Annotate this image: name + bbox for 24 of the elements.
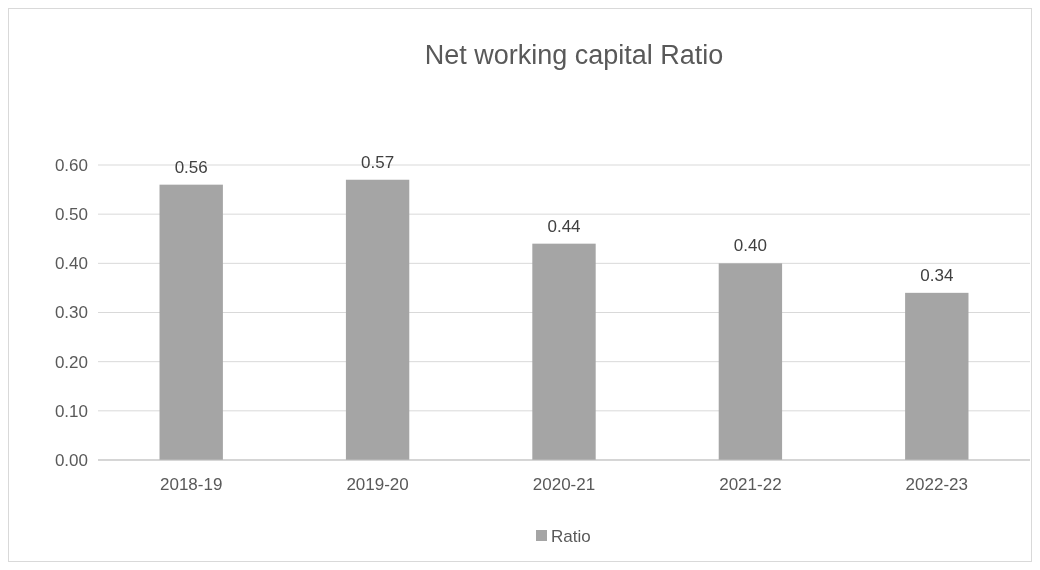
y-tick-label: 0.10 bbox=[54, 401, 88, 421]
y-tick-label: 0.60 bbox=[54, 155, 88, 175]
x-tick-label: 2018-19 bbox=[160, 475, 223, 494]
y-tick-label: 0.20 bbox=[54, 352, 88, 372]
bar bbox=[905, 292, 969, 460]
data-label: 0.56 bbox=[174, 157, 208, 177]
x-tick-label: 2019-20 bbox=[346, 475, 409, 494]
legend-label: Ratio bbox=[551, 526, 591, 546]
bar bbox=[345, 179, 410, 460]
x-tick-label: 2020-21 bbox=[532, 475, 596, 494]
y-tick-label: 0.40 bbox=[54, 254, 88, 274]
chart-title: Net working capital Ratio bbox=[424, 40, 724, 70]
data-label: 0.57 bbox=[361, 152, 395, 172]
y-tick-label: 0.30 bbox=[54, 303, 88, 323]
x-tick-label: 2021-22 bbox=[719, 475, 782, 494]
x-tick-label: 2022-23 bbox=[905, 475, 968, 494]
data-label: 0.44 bbox=[547, 216, 581, 236]
y-tick-label: 0.50 bbox=[54, 205, 88, 225]
bar bbox=[159, 184, 223, 460]
data-label: 0.40 bbox=[733, 236, 767, 256]
bar bbox=[718, 263, 783, 460]
bar bbox=[532, 243, 596, 460]
y-tick-label: 0.00 bbox=[54, 450, 88, 470]
data-label: 0.34 bbox=[920, 265, 954, 285]
